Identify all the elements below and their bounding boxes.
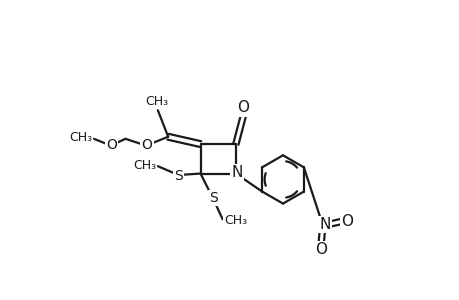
Text: CH₃: CH₃	[69, 131, 92, 144]
Text: CH₃: CH₃	[224, 214, 246, 227]
Text: O: O	[141, 138, 152, 152]
Text: S: S	[174, 169, 183, 183]
Text: O: O	[106, 138, 117, 152]
Text: CH₃: CH₃	[133, 159, 156, 172]
Text: S: S	[208, 191, 217, 205]
Text: CH₃: CH₃	[145, 95, 168, 108]
Text: O: O	[237, 100, 249, 116]
Text: O: O	[314, 242, 326, 257]
Text: N: N	[319, 217, 330, 232]
Text: O: O	[340, 214, 352, 229]
Text: N: N	[231, 165, 242, 180]
